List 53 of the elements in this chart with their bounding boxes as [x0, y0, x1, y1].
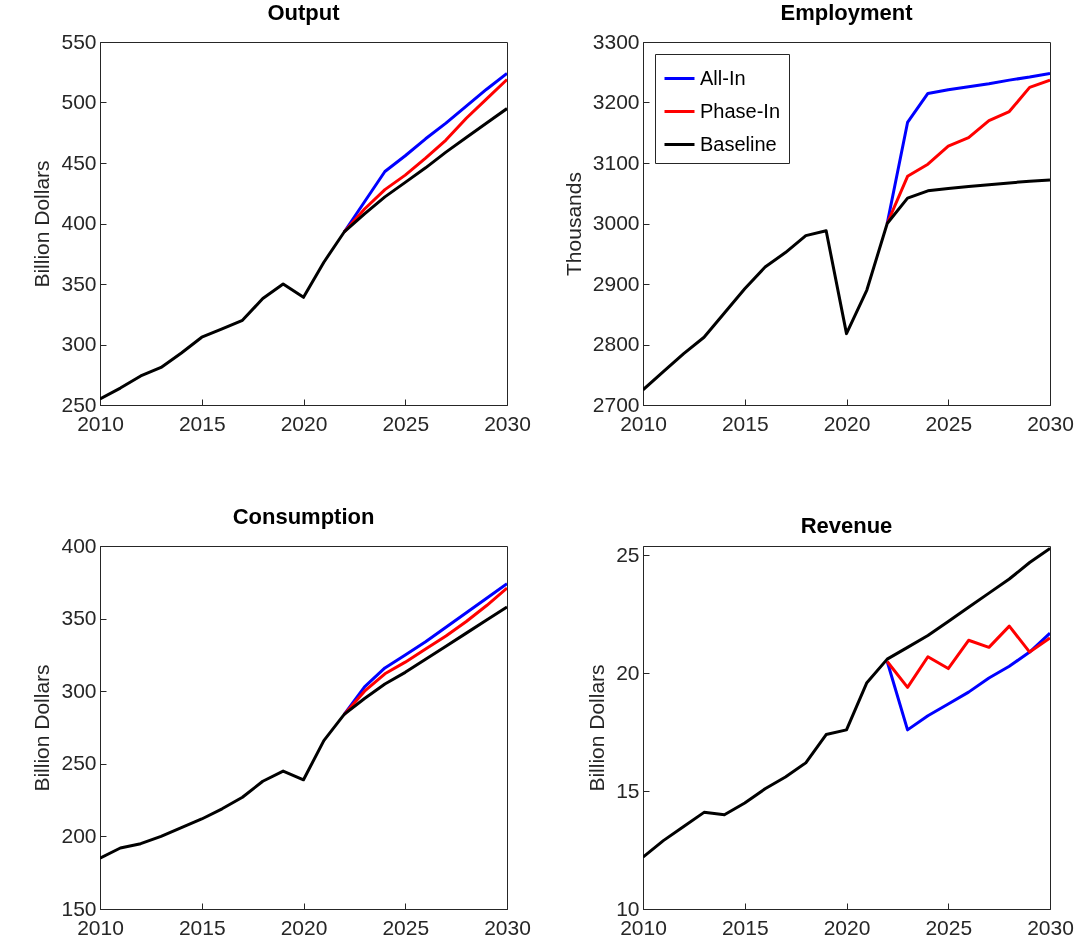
x-tick-label: 2025 [382, 915, 430, 939]
x-tick-label: 2025 [925, 915, 973, 939]
y-tick-label: 350 [61, 606, 97, 630]
y-tick-label: 500 [61, 90, 97, 113]
legend-label: Phase-In [700, 99, 781, 122]
y-axis-title: Thousands [561, 172, 585, 276]
x-tick-label: 2020 [823, 411, 871, 435]
y-tick-label: 400 [61, 211, 97, 234]
x-tick-label: 2020 [280, 411, 328, 435]
y-tick-label: 15 [616, 778, 640, 802]
y-axis-title: Billion Dollars [30, 160, 54, 288]
chart-title: Employment [780, 0, 914, 25]
chart-title: Output [267, 0, 341, 25]
y-tick-label: 3200 [592, 90, 640, 113]
y-tick-label: 400 [61, 533, 97, 557]
line-series [885, 631, 1050, 732]
x-tick-label: 2015 [178, 411, 226, 435]
x-tick-label: 2025 [925, 411, 973, 435]
y-tick-label: 300 [61, 678, 97, 702]
x-tick-label: 2030 [1027, 915, 1074, 939]
x-tick-label: 2030 [484, 915, 531, 939]
line-series [885, 624, 1050, 689]
y-tick-label: 25 [616, 542, 640, 566]
y-tick-label: 550 [61, 29, 97, 53]
y-axis-title: Billion Dollars [30, 664, 54, 792]
line-series [643, 546, 1050, 859]
y-tick-label: 3300 [592, 29, 640, 53]
y-tick-label: 250 [61, 751, 97, 775]
x-tick-label: 2015 [178, 915, 226, 939]
x-tick-label: 2030 [1027, 411, 1074, 435]
line-series [100, 605, 507, 860]
chart-title: Revenue [800, 513, 893, 539]
y-tick-label: 20 [616, 660, 640, 684]
y-tick-label: 3100 [592, 150, 640, 174]
y-tick-label: 2800 [592, 332, 640, 355]
x-tick-label: 2020 [823, 915, 871, 939]
y-tick-label: 200 [61, 823, 97, 847]
x-tick-label: 2015 [721, 411, 769, 435]
line-series [100, 107, 507, 401]
y-axis-title: Billion Dollars [585, 664, 609, 792]
x-tick-label: 2030 [484, 411, 531, 435]
y-tick-label: 300 [61, 332, 97, 355]
y-tick-label: 3000 [592, 211, 640, 234]
x-tick-label: 2015 [721, 915, 769, 939]
x-tick-label: 2025 [382, 411, 430, 435]
chart-title: Consumption [232, 504, 375, 529]
y-tick-label: 350 [61, 271, 97, 295]
legend-label: All-In [700, 66, 746, 89]
y-tick-label: 2900 [592, 271, 640, 295]
y-tick-label: 450 [61, 150, 97, 174]
x-tick-label: 2020 [280, 915, 328, 939]
legend-label: Baseline [700, 132, 777, 155]
line-series [643, 178, 1050, 392]
